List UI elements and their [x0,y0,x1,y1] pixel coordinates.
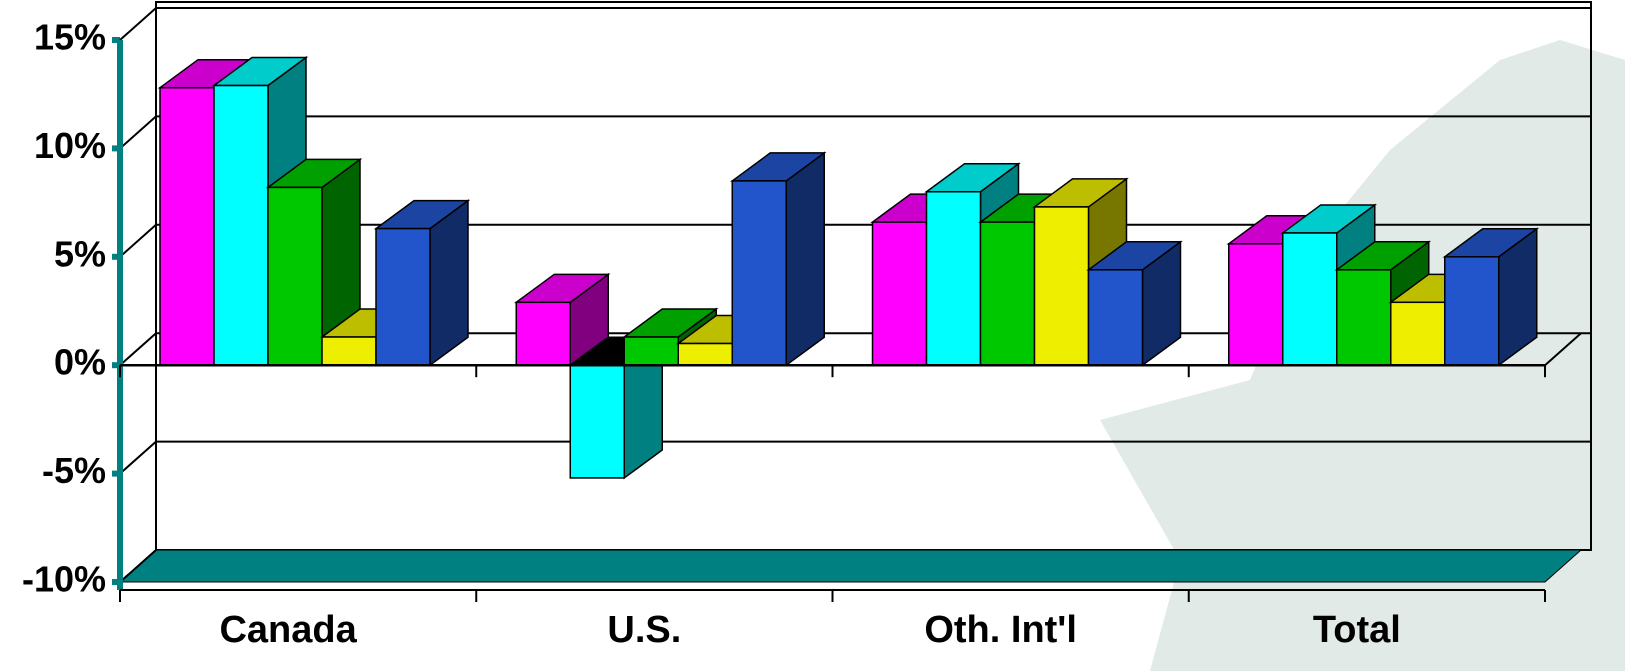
y-tick-label: -10% [22,559,106,600]
bar [516,302,570,365]
floor [120,550,1581,582]
bar [927,192,981,365]
grid-line-side [120,442,156,474]
y-tick-label: 0% [54,342,106,383]
bar [873,222,927,365]
bar [1391,302,1445,365]
x-tick-label: Total [1313,609,1401,651]
bar [376,229,430,366]
bar-side [786,153,824,365]
bar [732,181,786,365]
bar [981,222,1035,365]
grid-line-side [120,225,156,257]
bar [1089,270,1143,365]
bar [678,344,732,366]
x-tick-label: Oth. Int'l [924,609,1077,651]
bar [1283,233,1337,365]
x-tick-label: Canada [219,609,357,651]
bar [322,337,376,365]
chart: -10% -5% 0% 5% 10% 15% Canada U.S. Oth. Int'l Tot… [0,0,1625,671]
bar [570,365,624,478]
bar [1445,257,1499,365]
bar [624,337,678,365]
bar [1229,244,1283,365]
bar [1337,270,1391,365]
y-tick-label: -5% [42,450,106,491]
y-tick-label: 10% [34,125,106,166]
bar [268,187,322,365]
y-tick-label: 15% [34,17,106,58]
grid-line-side [120,116,156,148]
grid-line-side [120,8,156,40]
y-tick-label: 5% [54,233,106,274]
bar [1035,207,1089,365]
grid-line-side [120,333,156,365]
bar [160,88,214,366]
bar [214,86,268,366]
x-tick-label: U.S. [607,609,681,651]
